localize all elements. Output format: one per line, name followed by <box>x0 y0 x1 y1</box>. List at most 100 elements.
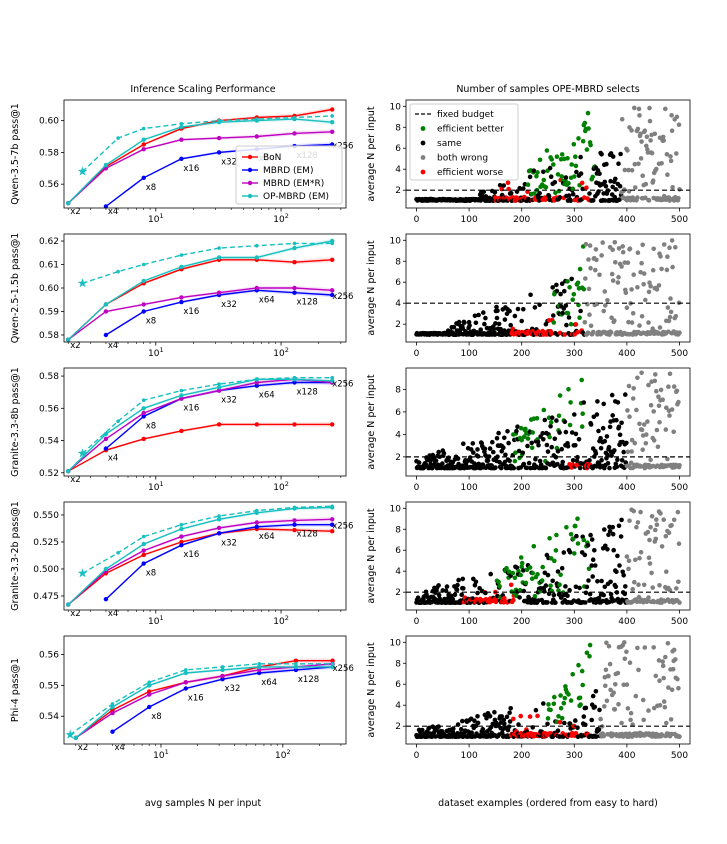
scatter-point <box>657 678 662 683</box>
scatter-point <box>487 446 493 451</box>
scatter-point <box>606 532 611 538</box>
scatter-point <box>637 113 642 118</box>
scatter-point <box>624 305 630 311</box>
scatter-point <box>548 583 553 588</box>
scatter-point <box>547 434 552 440</box>
scatter-point <box>667 314 673 320</box>
legend-label: efficient worse <box>437 168 504 178</box>
scatter-point <box>525 436 531 441</box>
scatter-point <box>559 446 564 452</box>
scatter-point <box>639 260 644 266</box>
scatter-point <box>656 283 662 288</box>
scatter-point <box>636 161 641 167</box>
band-4 <box>75 664 333 739</box>
scatter-point <box>645 150 651 155</box>
scatter-point <box>542 417 548 423</box>
scatter-point <box>537 191 542 196</box>
scatter-point <box>573 523 578 529</box>
scatter-point <box>631 386 636 391</box>
scatter-point <box>481 310 486 315</box>
scatter-point <box>593 563 598 568</box>
y-tick-label: 10 <box>390 638 402 648</box>
band-4 <box>68 505 333 606</box>
scatter-point <box>654 287 660 292</box>
scatter-point <box>599 253 604 258</box>
annotation-label: x2 <box>78 743 88 753</box>
data-point <box>183 680 188 685</box>
x-tick-label: 500 <box>671 751 688 761</box>
scatter-point <box>633 557 638 563</box>
scatter-point <box>555 172 561 177</box>
data-point <box>103 162 109 168</box>
scatter-point <box>569 162 574 167</box>
y-tick-label: 0.58 <box>39 331 59 341</box>
scatter-point <box>603 683 608 689</box>
scatter-point <box>561 700 567 706</box>
scatter-point <box>563 303 569 308</box>
scatter-point <box>654 166 659 172</box>
scatter-point <box>559 174 564 179</box>
scatter-point <box>423 462 429 467</box>
data-point <box>141 410 146 416</box>
scatter-point <box>616 424 622 430</box>
line-panel-1: x2x4x8x16x32x64x128x2560.560.580.6010110… <box>10 99 353 225</box>
y-tick-label: 0.61 <box>39 261 59 271</box>
scatter-point <box>491 449 496 455</box>
scatter-point <box>635 520 641 525</box>
scatter-point <box>646 555 652 561</box>
y-axis-label: Qwen-2.5-1.5b pass@1 <box>10 233 21 344</box>
scatter-point <box>660 397 665 403</box>
scatter-point <box>641 582 647 588</box>
scatter-point <box>589 717 594 723</box>
scatter-point <box>564 525 569 530</box>
scatter-point <box>532 191 537 196</box>
scatter-point <box>473 579 479 585</box>
band-3 <box>75 661 333 739</box>
scatter-point <box>656 403 662 409</box>
scatter-point <box>535 439 541 445</box>
scatter-point <box>604 698 610 704</box>
scatter-point <box>654 388 659 394</box>
scatter-point <box>504 565 509 571</box>
scatter-point <box>581 400 587 405</box>
scatter-point <box>576 437 582 442</box>
x-tick-label: 101 <box>153 748 169 761</box>
y-tick-label: 4 <box>395 299 401 309</box>
scatter-point <box>622 187 627 192</box>
x-tick-label: 102 <box>273 614 289 627</box>
scatter-point <box>518 572 523 578</box>
scatter-point <box>628 710 634 716</box>
scatter-point <box>497 183 503 188</box>
right-x-axis-label: dataset examples (ordered from easy to h… <box>438 798 658 809</box>
star-marker <box>77 568 88 578</box>
scatter-point <box>530 725 535 730</box>
scatter-point <box>665 172 670 177</box>
scatter-point <box>565 279 570 284</box>
data-point <box>141 278 146 284</box>
scatter-point <box>653 527 658 533</box>
scatter-point <box>532 593 538 599</box>
scatter-point <box>460 576 466 582</box>
scatter-point <box>676 122 682 127</box>
scatter-point <box>607 528 613 534</box>
scatter-point <box>548 707 553 713</box>
data-point <box>216 422 222 427</box>
scatter-point <box>537 157 543 163</box>
scatter-point <box>547 536 552 541</box>
scatter-point <box>626 167 631 173</box>
y-tick-label: 0.60 <box>39 284 59 294</box>
annotation-label: x256 <box>332 142 353 152</box>
scatter-point <box>601 592 606 598</box>
scatter-point <box>589 537 595 542</box>
data-point <box>179 124 184 130</box>
data-point <box>292 518 297 523</box>
scatter-point <box>530 430 535 435</box>
scatter-point <box>454 587 460 592</box>
annotation-label: x32 <box>221 300 237 310</box>
y-axis-label: Granite-3.3-8b pass@1 <box>10 367 21 477</box>
data-point <box>254 285 259 291</box>
scatter-point <box>539 578 545 583</box>
y-tick-label: 0.525 <box>33 538 59 548</box>
scatter-point <box>446 455 451 461</box>
scatter-point <box>578 171 584 176</box>
